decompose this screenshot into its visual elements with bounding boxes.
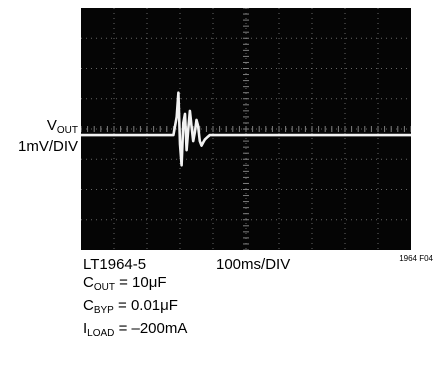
condition-cbyp: CBYP = 0.01μF bbox=[83, 297, 178, 316]
vout-trace bbox=[81, 91, 411, 167]
condition-cout: COUT = 10μF bbox=[83, 274, 167, 293]
chart-plot bbox=[81, 8, 411, 250]
part-number: LT1964-5 bbox=[83, 256, 147, 273]
y-axis-label: VOUT 1mV/DIV bbox=[0, 118, 78, 155]
scope-screen bbox=[81, 8, 411, 250]
y-scale-label: 1mV/DIV bbox=[17, 138, 78, 155]
condition-iload: ILOAD = –200mA bbox=[83, 320, 188, 339]
test-conditions: LT1964-5 COUT = 10μF CBYP = 0.01μF ILOAD… bbox=[83, 256, 187, 343]
figure-id: 1964 F04 bbox=[399, 254, 433, 263]
x-axis-label: 100ms/DIV bbox=[216, 256, 291, 273]
